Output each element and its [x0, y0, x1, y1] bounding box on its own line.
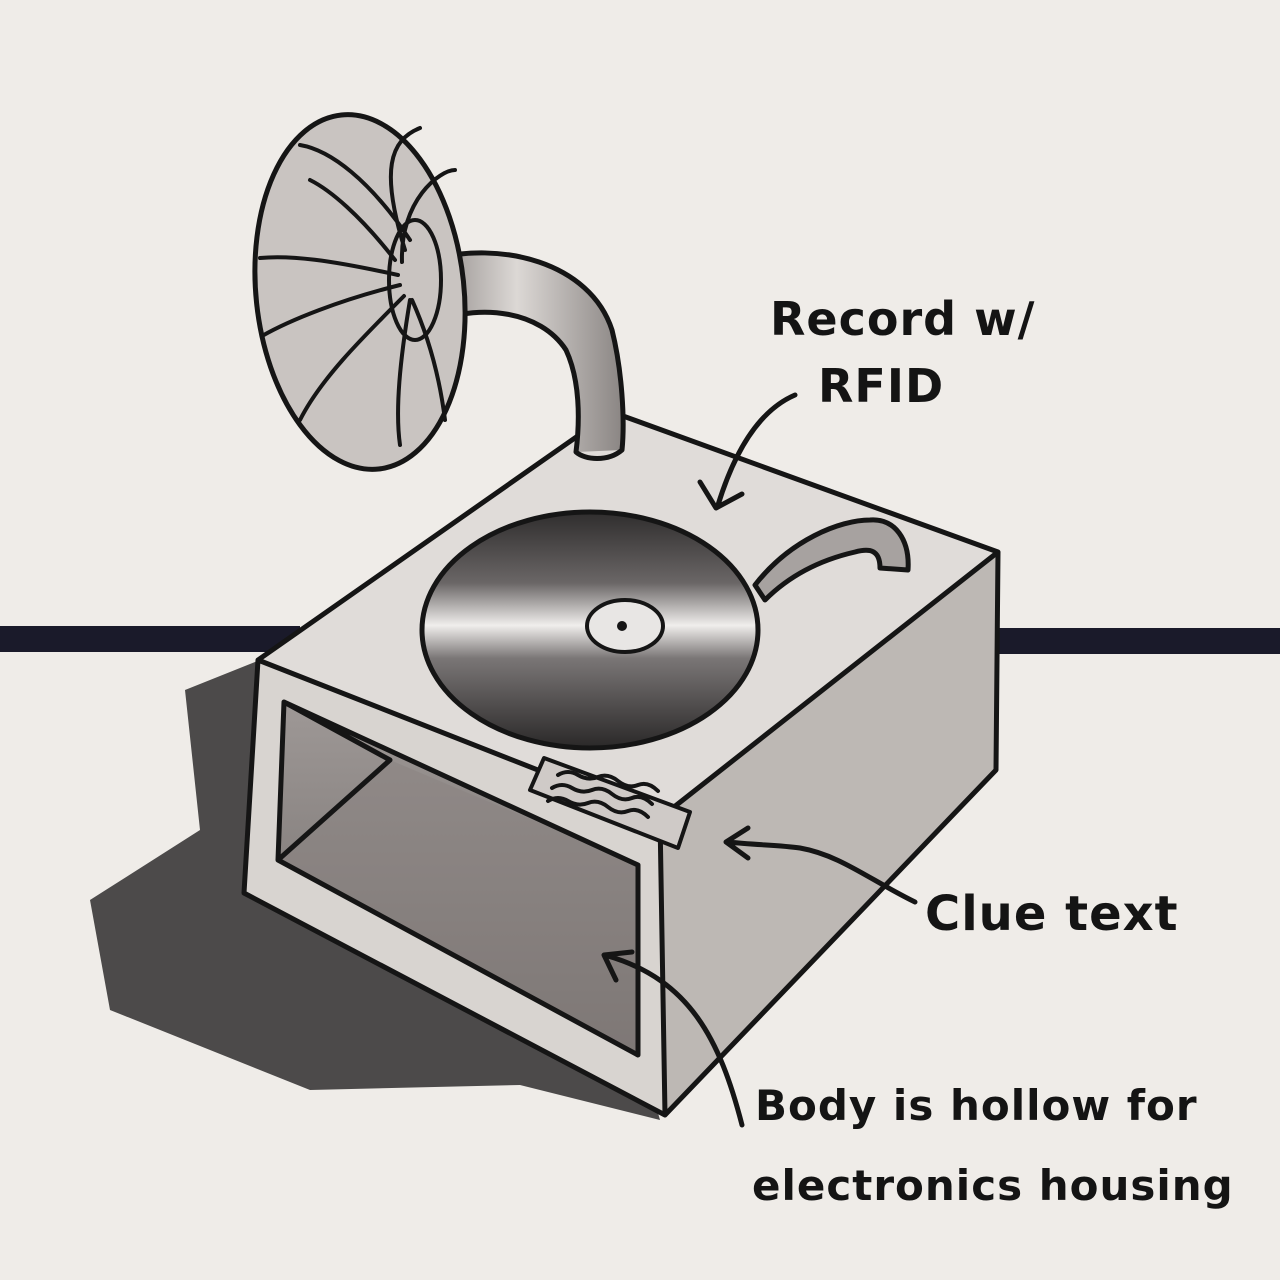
clue-plaque [530, 758, 690, 848]
horn-bell-outline [252, 112, 468, 472]
record-spindle [617, 621, 627, 631]
tone-arm [755, 519, 909, 600]
horn-neck-outline [427, 250, 626, 461]
clue-plaque-outline [528, 756, 692, 850]
horn-throat [387, 218, 443, 342]
label-clue: Clue text [925, 886, 1179, 942]
record-label-outline [585, 598, 665, 654]
tone-arm-outline [752, 517, 911, 603]
label-record-line2: RFID [818, 359, 944, 413]
box-outline [241, 409, 1001, 1118]
record-outline [419, 509, 761, 751]
hollow-inner-floor [278, 760, 638, 1055]
hollow-outline [275, 699, 641, 1058]
label-body-line2: electronics housing [752, 1161, 1234, 1210]
label-body-line1: Body is hollow for [755, 1081, 1198, 1130]
body-arrow [601, 949, 745, 1128]
label-record-line1: Record w/ [770, 292, 1035, 346]
table-edge-right [990, 628, 1280, 654]
clue-arrow [723, 825, 918, 905]
table-edge-left [0, 626, 300, 652]
horn-bell [254, 114, 466, 470]
clue-plaque-squiggles [546, 770, 660, 819]
box-right-side [660, 552, 998, 1115]
horn-neck [430, 252, 624, 452]
horn-bell-ribs [258, 126, 457, 447]
record-arrow [697, 392, 798, 511]
